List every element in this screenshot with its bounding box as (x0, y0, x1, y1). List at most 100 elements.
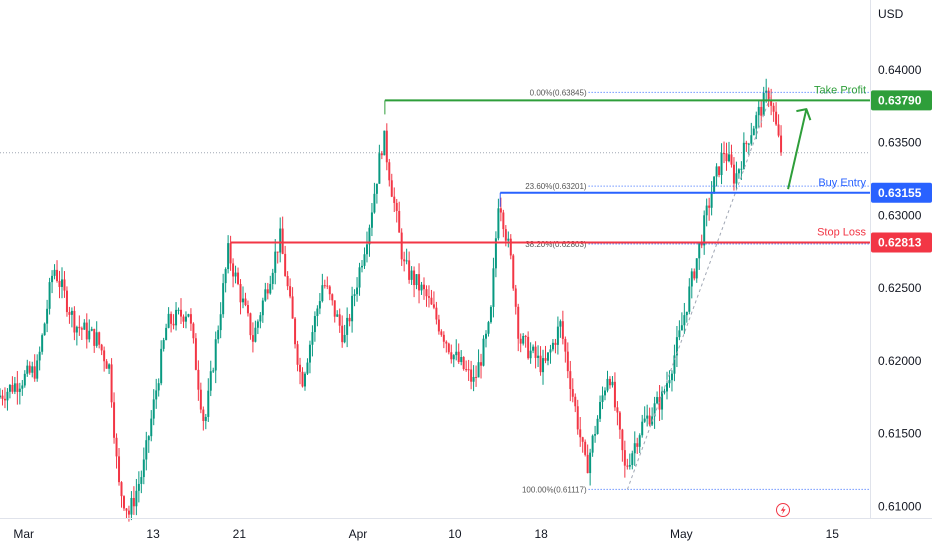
candle-body (695, 258, 698, 279)
candle-body (160, 348, 163, 384)
candle-body (16, 383, 19, 392)
candle-body (316, 308, 319, 317)
candle-body (120, 482, 123, 497)
candle-body (284, 253, 287, 276)
candle-body (613, 381, 616, 408)
candle-body (678, 330, 681, 338)
candle-body (197, 369, 200, 390)
candle-body (537, 355, 540, 358)
x-tick-label: 13 (146, 527, 160, 541)
candle-body (212, 370, 215, 372)
fib-level-label: 0.00%(0.63845) (530, 88, 587, 97)
candle-body (772, 105, 775, 112)
candle-body (742, 142, 745, 169)
candles-layer (0, 78, 783, 522)
candle-body (291, 296, 294, 319)
candle-body (108, 364, 111, 369)
candle-body (217, 330, 220, 340)
candle-body (224, 269, 227, 284)
candle-body (83, 322, 86, 330)
candle-body (266, 289, 269, 294)
x-tick-label: Mar (13, 527, 34, 541)
lightning-icon[interactable] (776, 503, 790, 517)
candle-body (336, 314, 339, 317)
candle-body (28, 365, 31, 373)
candle-body (276, 251, 279, 253)
candle-body (85, 322, 88, 340)
candle-body (388, 162, 391, 181)
candle-body (646, 415, 649, 419)
candle-body (618, 412, 621, 430)
candle-body (675, 337, 678, 356)
candle-body (155, 390, 158, 400)
candle-body (544, 358, 547, 361)
candle-body (715, 166, 718, 177)
candle-body (6, 391, 9, 401)
candle-body (165, 327, 168, 341)
candle-body (425, 289, 428, 297)
candle-body (586, 454, 589, 474)
candle-body (420, 284, 423, 291)
candle-body (241, 298, 244, 303)
candle-body (331, 294, 334, 301)
candle-body (170, 313, 173, 324)
candle-body (395, 202, 398, 211)
y-tick-label: 0.63500 (878, 136, 922, 150)
candle-body (713, 176, 716, 194)
candle-body (219, 314, 222, 331)
candle-body (710, 193, 713, 208)
candle-body (440, 331, 443, 335)
price-axis[interactable]: USD 0.64000 0.63500 0.63000 0.62500 0.62000 0… (870, 0, 932, 518)
candle-body (492, 268, 495, 307)
candle-body (452, 355, 455, 360)
candle-body (430, 297, 433, 305)
candle-body (162, 340, 165, 349)
level-badge (871, 182, 932, 203)
candle-body (648, 415, 651, 425)
candle-body (427, 296, 430, 298)
candle-body (423, 284, 426, 290)
candle-body (348, 317, 351, 322)
candle-body (373, 193, 376, 213)
candle-body (636, 443, 639, 447)
level-badge-text: 0.63790 (878, 93, 922, 107)
candle-body (142, 459, 145, 478)
candle-body (497, 208, 500, 239)
candle-body (254, 327, 257, 342)
candle-body (514, 288, 517, 307)
candle-body (512, 255, 515, 289)
candle-body (666, 383, 668, 392)
candle-body (445, 341, 448, 344)
candle-body (484, 333, 487, 339)
candle-body (222, 283, 225, 315)
candle-body (690, 271, 693, 287)
candle-body (757, 106, 760, 116)
candle-body (519, 338, 522, 344)
candle-body (623, 450, 626, 466)
candle-body (596, 418, 599, 435)
candle-body (576, 406, 579, 430)
y-tick-label: 0.62000 (878, 354, 922, 368)
candle-body (663, 391, 666, 393)
candle-body (269, 283, 272, 294)
candle-body (611, 381, 614, 386)
candle-body (184, 316, 187, 322)
candle-body (21, 385, 24, 389)
candle-body (641, 421, 644, 436)
candle-body (150, 418, 153, 437)
candle-body (56, 269, 59, 281)
candle-body (487, 322, 490, 334)
candle-body (301, 371, 304, 387)
candle-body (730, 154, 733, 165)
time-axis[interactable]: Mar 13 21 Apr 10 18 May 15 (0, 518, 932, 542)
candle-body (65, 290, 68, 313)
candle-body (542, 358, 545, 373)
candle-body (403, 259, 406, 262)
candle-body (353, 294, 356, 296)
candle-body (442, 334, 445, 342)
candle-body (202, 409, 205, 421)
candle-body (732, 164, 735, 184)
currency-label: USD (878, 7, 904, 21)
